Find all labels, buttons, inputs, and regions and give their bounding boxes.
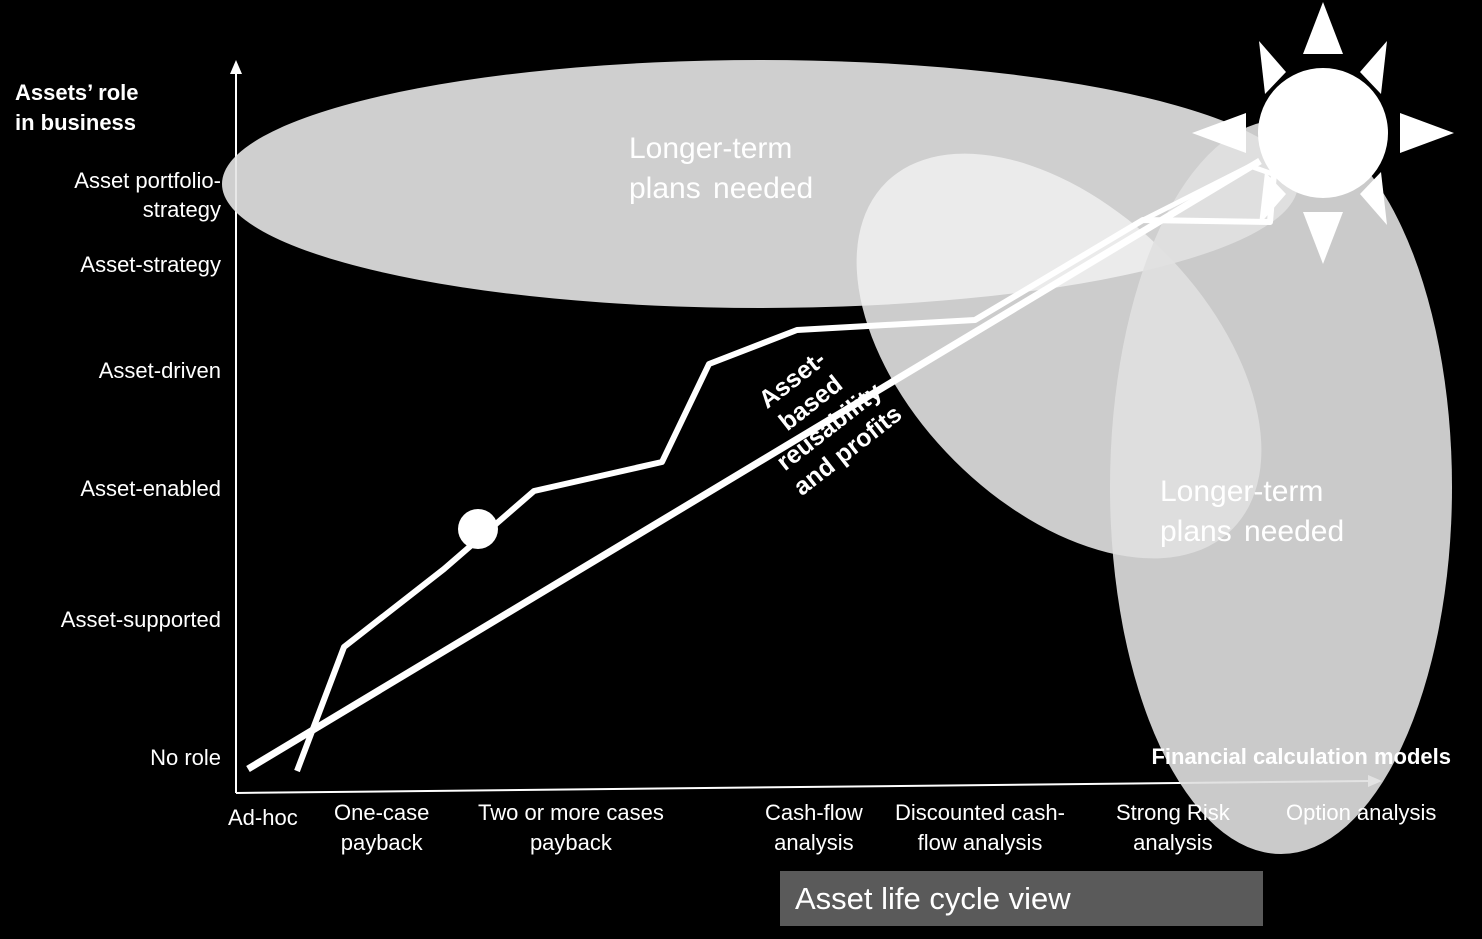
y-level-asset-enabled: Asset-enabled: [80, 476, 221, 501]
y-axis-title: Assets’ role in business: [15, 80, 139, 135]
x-level-strong-risk-analysis: Strong Risk analysis: [1116, 800, 1230, 855]
sun-icon: [1192, 2, 1454, 264]
bubble-right-label: Longer-term plans needed: [1160, 475, 1345, 548]
trajectory-line-1: [294, 172, 1277, 773]
x-level-cash-flow-analysis: Cash-flow analysis: [765, 800, 863, 855]
y-axis-arrowhead: [230, 60, 242, 74]
start-point-marker: [458, 509, 498, 549]
x-level-two-or-more-cases-payback: Two or more cases payback: [478, 800, 664, 855]
y-level-asset-supported: Asset-supported: [60, 607, 221, 632]
x-axis-title: Financial calculation models: [1151, 744, 1451, 769]
bubble-top-label: Longer-term plans needed: [629, 132, 814, 205]
lifecycle-box: [780, 871, 1263, 926]
x-level-one-case-payback: One-case payback: [334, 800, 430, 855]
y-level-asset-driven: Asset-driven: [98, 358, 221, 383]
y-level-asset-portfolio-strategy: Asset portfolio- strategy: [74, 168, 221, 222]
x-level-discounted-cash-flow: Discounted cash- flow analysis: [895, 800, 1065, 855]
y-level-no-role: No role: [150, 745, 221, 770]
y-level-asset-strategy: Asset-strategy: [80, 252, 221, 277]
x-level-ad-hoc: Ad-hoc: [228, 805, 298, 830]
diagonal-line: [246, 157, 1262, 773]
bubble-right: [1110, 120, 1452, 854]
x-level-option-analysis: Option analysis: [1286, 800, 1437, 825]
trajectory-line-2: [1141, 163, 1282, 223]
lifecycle-label: Asset life cycle view: [795, 881, 1071, 916]
